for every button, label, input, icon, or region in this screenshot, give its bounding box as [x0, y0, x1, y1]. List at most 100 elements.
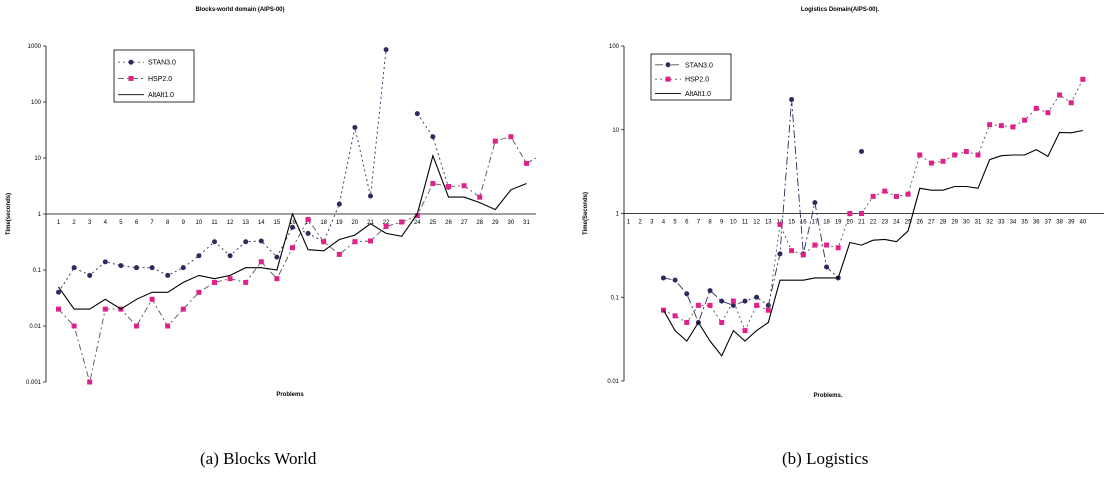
x-tick-label: 26: [445, 220, 452, 226]
data-point: [290, 224, 295, 230]
legend-label: STAN3.0: [148, 60, 176, 67]
data-point: [917, 152, 923, 158]
x-axis-label: Problems.: [813, 393, 842, 399]
data-point: [975, 152, 981, 158]
x-tick-label: 13: [242, 220, 249, 226]
data-point: [87, 272, 93, 278]
data-point: [212, 279, 217, 285]
chart-blocks-world: Blocks-world domain (AIPS-00) 0.001 0.01 0.…: [6, 7, 545, 398]
x-tick-label: 10: [196, 220, 203, 226]
data-point: [196, 253, 202, 259]
x-tick-label: 15: [788, 220, 795, 226]
data-point: [477, 194, 483, 200]
x-tick-label: 1: [57, 220, 61, 226]
data-point: [461, 183, 467, 189]
x-tick-label: 13: [765, 220, 772, 226]
x-tick-label: 9: [182, 220, 186, 226]
data-point: [824, 264, 830, 270]
y-tick-label: 0.01: [29, 324, 41, 330]
x-tick-label: 30: [508, 220, 515, 226]
x-tick-label: 5: [119, 220, 123, 226]
y-tick-label: 1: [616, 212, 620, 218]
x-tick-label: 31: [975, 220, 982, 226]
series-line: [663, 129, 1083, 357]
data-point: [149, 296, 155, 302]
data-point: [660, 307, 666, 313]
data-point: [1022, 117, 1028, 123]
data-point: [695, 302, 701, 308]
data-point: [754, 302, 760, 308]
x-tick-label: 2: [72, 220, 76, 226]
data-point: [430, 134, 436, 140]
data-point: [1045, 110, 1051, 116]
data-point: [1057, 92, 1063, 98]
data-point: [928, 160, 934, 166]
data-point: [540, 152, 545, 157]
data-point: [134, 265, 139, 271]
data-point: [870, 193, 876, 199]
data-point: [754, 294, 760, 300]
plot-area: [660, 76, 1086, 357]
data-point: [824, 242, 830, 248]
data-point: [684, 319, 690, 325]
legend-label: HSP2.0: [148, 76, 172, 83]
x-tick-label: 27: [461, 220, 468, 226]
data-point: [1080, 76, 1086, 82]
data-point: [893, 193, 899, 199]
chart-title: Logistics Domain(AIPS-00).: [801, 7, 880, 13]
data-point: [274, 254, 280, 260]
chart-title: Blocks-world domain (AIPS-00): [195, 7, 284, 13]
series-hsp2-0: [660, 76, 1086, 334]
data-point: [789, 248, 795, 254]
x-tick-label: 19: [336, 220, 343, 226]
x-tick-label: 37: [1045, 220, 1052, 226]
data-point: [102, 306, 108, 312]
legend: STAN3.0 HSP2.0 AltAlt1.0: [650, 53, 732, 101]
x-tick-label: 22: [870, 220, 877, 226]
data-point: [290, 245, 295, 251]
data-point: [940, 158, 946, 164]
x-tick-label: 2: [638, 220, 642, 226]
data-point: [227, 276, 233, 282]
series-line: [58, 153, 527, 310]
data-point: [336, 251, 342, 257]
series-altalt1-0: [58, 153, 527, 310]
x-tick-label: 10: [730, 220, 737, 226]
series-stan3-0: [56, 47, 451, 295]
data-point: [998, 123, 1004, 129]
x-tick-label: 4: [662, 220, 666, 226]
x-tick-label: 25: [905, 220, 912, 226]
data-point: [243, 239, 249, 245]
x-tick-label: 14: [258, 220, 265, 226]
plot-area: [56, 47, 545, 385]
y-tick-label: 1000: [28, 44, 42, 50]
x-tick-label: 29: [492, 220, 499, 226]
x-tick-label: 1: [627, 220, 631, 226]
x-tick-label: 15: [274, 220, 281, 226]
legend-marker: [665, 62, 671, 68]
x-tick-label: 11: [742, 220, 749, 226]
x-axis-label: Problems: [276, 392, 304, 398]
data-point: [258, 259, 264, 265]
data-point: [524, 160, 529, 166]
data-point: [56, 289, 61, 295]
legend-box: [650, 53, 732, 101]
x-tick-label: 34: [1010, 220, 1017, 226]
y-axis-label: Time(Seconds): [583, 192, 589, 235]
legend-marker: [128, 59, 134, 65]
data-point: [258, 238, 264, 244]
y-tick-label: 0.1: [33, 268, 42, 274]
x-tick-label: 18: [823, 220, 830, 226]
x-tick-label: 32: [986, 220, 993, 226]
x-tick-label: 5: [673, 220, 677, 226]
x-tick-label: 3: [650, 220, 654, 226]
x-tick-label: 30: [963, 220, 970, 226]
data-point: [707, 302, 713, 308]
data-point: [859, 148, 864, 154]
data-point: [952, 152, 958, 158]
x-tick-label: 22: [383, 220, 390, 226]
data-point: [430, 181, 436, 187]
caption-blocks-world: (a) Blocks World: [200, 449, 317, 468]
data-point: [1033, 105, 1039, 111]
y-tick-label: 10: [612, 128, 619, 134]
